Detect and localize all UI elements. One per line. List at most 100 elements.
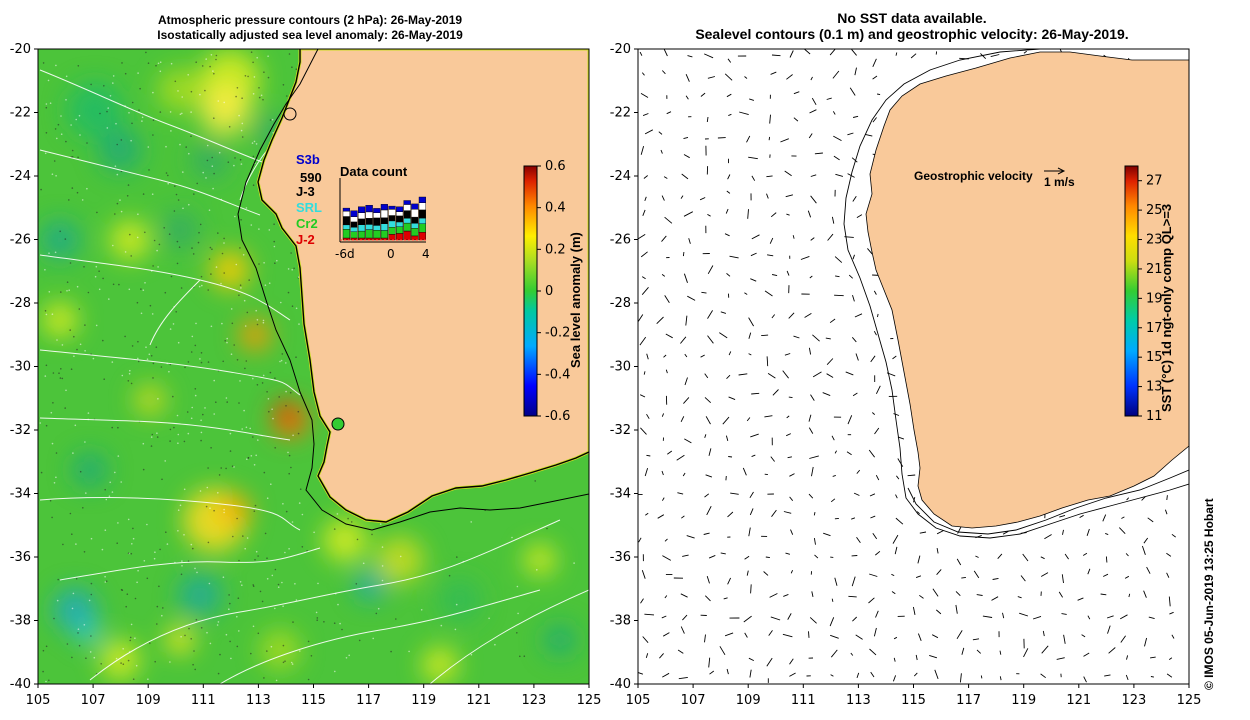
along-track-data-dot	[137, 357, 139, 360]
along-track-data-dot	[153, 239, 156, 242]
velocity-arrow	[833, 155, 840, 161]
along-track-data-dot	[261, 382, 264, 384]
along-track-data-dot	[137, 72, 139, 74]
velocity-arrow	[917, 633, 922, 641]
velocity-arrow	[1150, 676, 1154, 678]
along-track-data-dot	[68, 199, 70, 201]
data-count-bar-segment	[411, 208, 419, 218]
sat-label-cr2: Cr2	[296, 216, 318, 231]
along-track-data-dot	[39, 422, 42, 424]
velocity-arrow	[976, 594, 983, 596]
along-track-data-dot	[182, 171, 184, 173]
velocity-arrow	[643, 371, 646, 375]
along-track-data-dot	[230, 308, 233, 310]
velocity-arrow	[750, 278, 757, 282]
velocity-arrow	[916, 511, 920, 515]
along-track-data-dot	[200, 275, 203, 278]
along-track-data-dot	[207, 361, 210, 363]
along-track-data-dot	[290, 252, 292, 254]
left-panel-title: Atmospheric pressure contours (2 hPa): 2…	[157, 13, 462, 43]
along-track-data-dot	[250, 652, 252, 655]
along-track-data-dot	[139, 87, 141, 90]
along-track-data-dot	[40, 471, 43, 474]
along-track-data-dot	[130, 623, 133, 626]
velocity-arrow	[1143, 537, 1149, 544]
velocity-arrow	[768, 136, 771, 141]
data-count-bar-segment	[396, 211, 404, 217]
data-count-bar-segment	[418, 223, 427, 233]
data-count-bar-segment	[358, 224, 366, 232]
velocity-arrow	[873, 627, 877, 637]
along-track-data-dot	[145, 51, 147, 54]
along-track-data-dot	[169, 428, 172, 431]
along-track-data-dot	[76, 285, 79, 288]
velocity-arrow	[750, 433, 759, 438]
right-ytick-label: -34	[610, 487, 631, 502]
velocity-arrow	[751, 454, 756, 458]
along-track-data-dot	[274, 262, 276, 265]
along-track-data-dot	[288, 472, 291, 475]
along-track-data-dot	[291, 66, 293, 68]
velocity-arrow	[726, 190, 731, 194]
sla-cbar-tick-label: 0.4	[545, 201, 566, 216]
along-track-data-dot	[209, 507, 211, 510]
velocity-arrow	[875, 610, 879, 618]
right-xtick-label: 113	[846, 693, 871, 708]
data-count-bar-segment	[403, 218, 411, 224]
velocity-arrow	[827, 233, 834, 241]
velocity-arrow	[1083, 652, 1090, 657]
velocity-arrow	[661, 70, 666, 75]
sla-anomaly-patch	[178, 573, 222, 617]
velocity-arrow	[748, 527, 751, 537]
along-track-data-dot	[264, 284, 267, 287]
along-track-data-dot	[157, 266, 159, 268]
along-track-data-dot	[470, 521, 473, 523]
velocity-arrow	[687, 55, 693, 58]
velocity-arrow	[956, 558, 962, 566]
velocity-arrow	[682, 472, 686, 477]
data-count-bar-segment	[403, 210, 411, 219]
left-coastline	[257, 49, 589, 523]
along-track-data-dot	[333, 622, 336, 624]
velocity-arrow	[855, 634, 863, 640]
along-track-data-dot	[104, 488, 106, 491]
along-track-data-dot	[217, 232, 219, 234]
along-track-data-dot	[190, 90, 193, 93]
along-track-data-dot	[85, 657, 87, 659]
velocity-arrow	[1102, 514, 1107, 522]
velocity-arrow	[665, 333, 673, 339]
velocity-arrow	[784, 170, 792, 177]
velocity-arrow	[1087, 568, 1091, 575]
along-track-data-dot	[190, 543, 193, 546]
velocity-arrow	[746, 570, 749, 576]
along-track-data-dot	[375, 612, 378, 615]
velocity-arrow	[724, 73, 733, 81]
along-track-data-dot	[165, 172, 168, 174]
along-track-data-dot	[120, 481, 122, 483]
along-track-data-dot	[298, 502, 301, 504]
velocity-arrow	[931, 634, 939, 639]
along-track-data-dot	[199, 358, 201, 360]
along-track-data-dot	[55, 64, 57, 67]
along-track-data-dot	[77, 65, 80, 67]
along-track-data-dot	[161, 478, 163, 481]
velocity-arrow	[688, 238, 691, 244]
along-track-data-dot	[147, 678, 149, 680]
velocity-arrow	[826, 373, 834, 378]
velocity-arrow	[936, 548, 939, 554]
along-track-data-dot	[253, 76, 256, 78]
velocity-scale-label: 1 m/s	[1044, 175, 1075, 189]
along-track-data-dot	[179, 504, 182, 507]
velocity-arrow	[811, 97, 817, 106]
data-count-bar-segment	[388, 220, 396, 228]
data-count-bar-segment	[411, 235, 419, 241]
velocity-arrow	[975, 555, 979, 558]
sla-anomaly-patch	[275, 400, 295, 420]
velocity-arrow	[893, 413, 900, 416]
along-track-data-dot	[42, 670, 44, 673]
sla-anomaly-patch	[260, 630, 300, 670]
along-track-data-dot	[69, 262, 72, 264]
along-track-data-dot	[126, 195, 129, 197]
velocity-arrow	[748, 156, 758, 160]
